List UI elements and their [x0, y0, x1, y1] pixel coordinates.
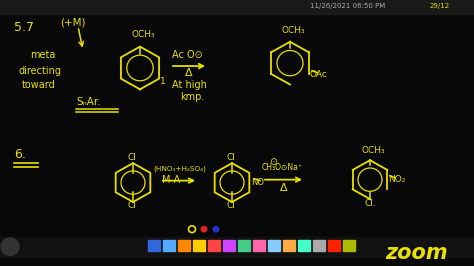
Bar	[223, 240, 235, 251]
Text: Cl.: Cl.	[365, 199, 377, 208]
Text: (HNO₃+H₂SO₄): (HNO₃+H₂SO₄)	[153, 165, 206, 172]
Bar	[328, 240, 340, 251]
Text: Cl: Cl	[227, 153, 236, 163]
Text: NO₂: NO₂	[388, 175, 405, 184]
Bar	[178, 240, 190, 251]
Text: OAc: OAc	[310, 70, 328, 79]
Text: CH₃O⊙Na⁺: CH₃O⊙Na⁺	[262, 163, 303, 172]
Text: ⊙: ⊙	[269, 157, 277, 167]
Text: kmp.: kmp.	[180, 92, 204, 102]
Text: toward: toward	[22, 80, 56, 90]
Bar	[208, 240, 220, 251]
Text: Δ: Δ	[280, 182, 288, 193]
Text: 5.7: 5.7	[14, 21, 34, 34]
Bar	[253, 240, 265, 251]
Bar	[343, 240, 355, 251]
Text: OCH₃: OCH₃	[362, 146, 386, 155]
Bar	[148, 240, 160, 251]
Text: M A: M A	[162, 175, 180, 185]
Text: 29/12: 29/12	[430, 3, 450, 9]
Bar	[298, 240, 310, 251]
Bar	[163, 240, 175, 251]
Text: Δ: Δ	[185, 68, 192, 78]
Bar	[0, 237, 474, 258]
Text: meta: meta	[30, 51, 55, 60]
Text: Cl: Cl	[128, 201, 137, 210]
Text: 11/26/2021 06:50 PM: 11/26/2021 06:50 PM	[310, 3, 385, 9]
Text: Cl: Cl	[227, 201, 236, 210]
Text: OCH₃: OCH₃	[132, 30, 155, 39]
Bar	[313, 240, 325, 251]
Bar	[268, 240, 280, 251]
Text: Cl: Cl	[128, 153, 137, 163]
Circle shape	[212, 226, 219, 232]
Text: At high: At high	[172, 80, 207, 90]
Text: (+M): (+M)	[60, 18, 85, 27]
Text: Ac O⊙: Ac O⊙	[172, 51, 203, 60]
Bar	[0, 0, 474, 14]
Text: OCH₃: OCH₃	[282, 26, 306, 35]
Text: NO: NO	[251, 178, 264, 187]
Bar	[238, 240, 250, 251]
Text: zoom: zoom	[385, 243, 447, 263]
Text: 1: 1	[160, 77, 166, 86]
Text: SₙAr.: SₙAr.	[76, 97, 100, 107]
Bar	[283, 240, 295, 251]
Text: directing: directing	[18, 66, 61, 76]
Text: 6.: 6.	[14, 148, 26, 161]
Circle shape	[201, 226, 208, 232]
Circle shape	[1, 238, 19, 255]
Bar	[193, 240, 205, 251]
